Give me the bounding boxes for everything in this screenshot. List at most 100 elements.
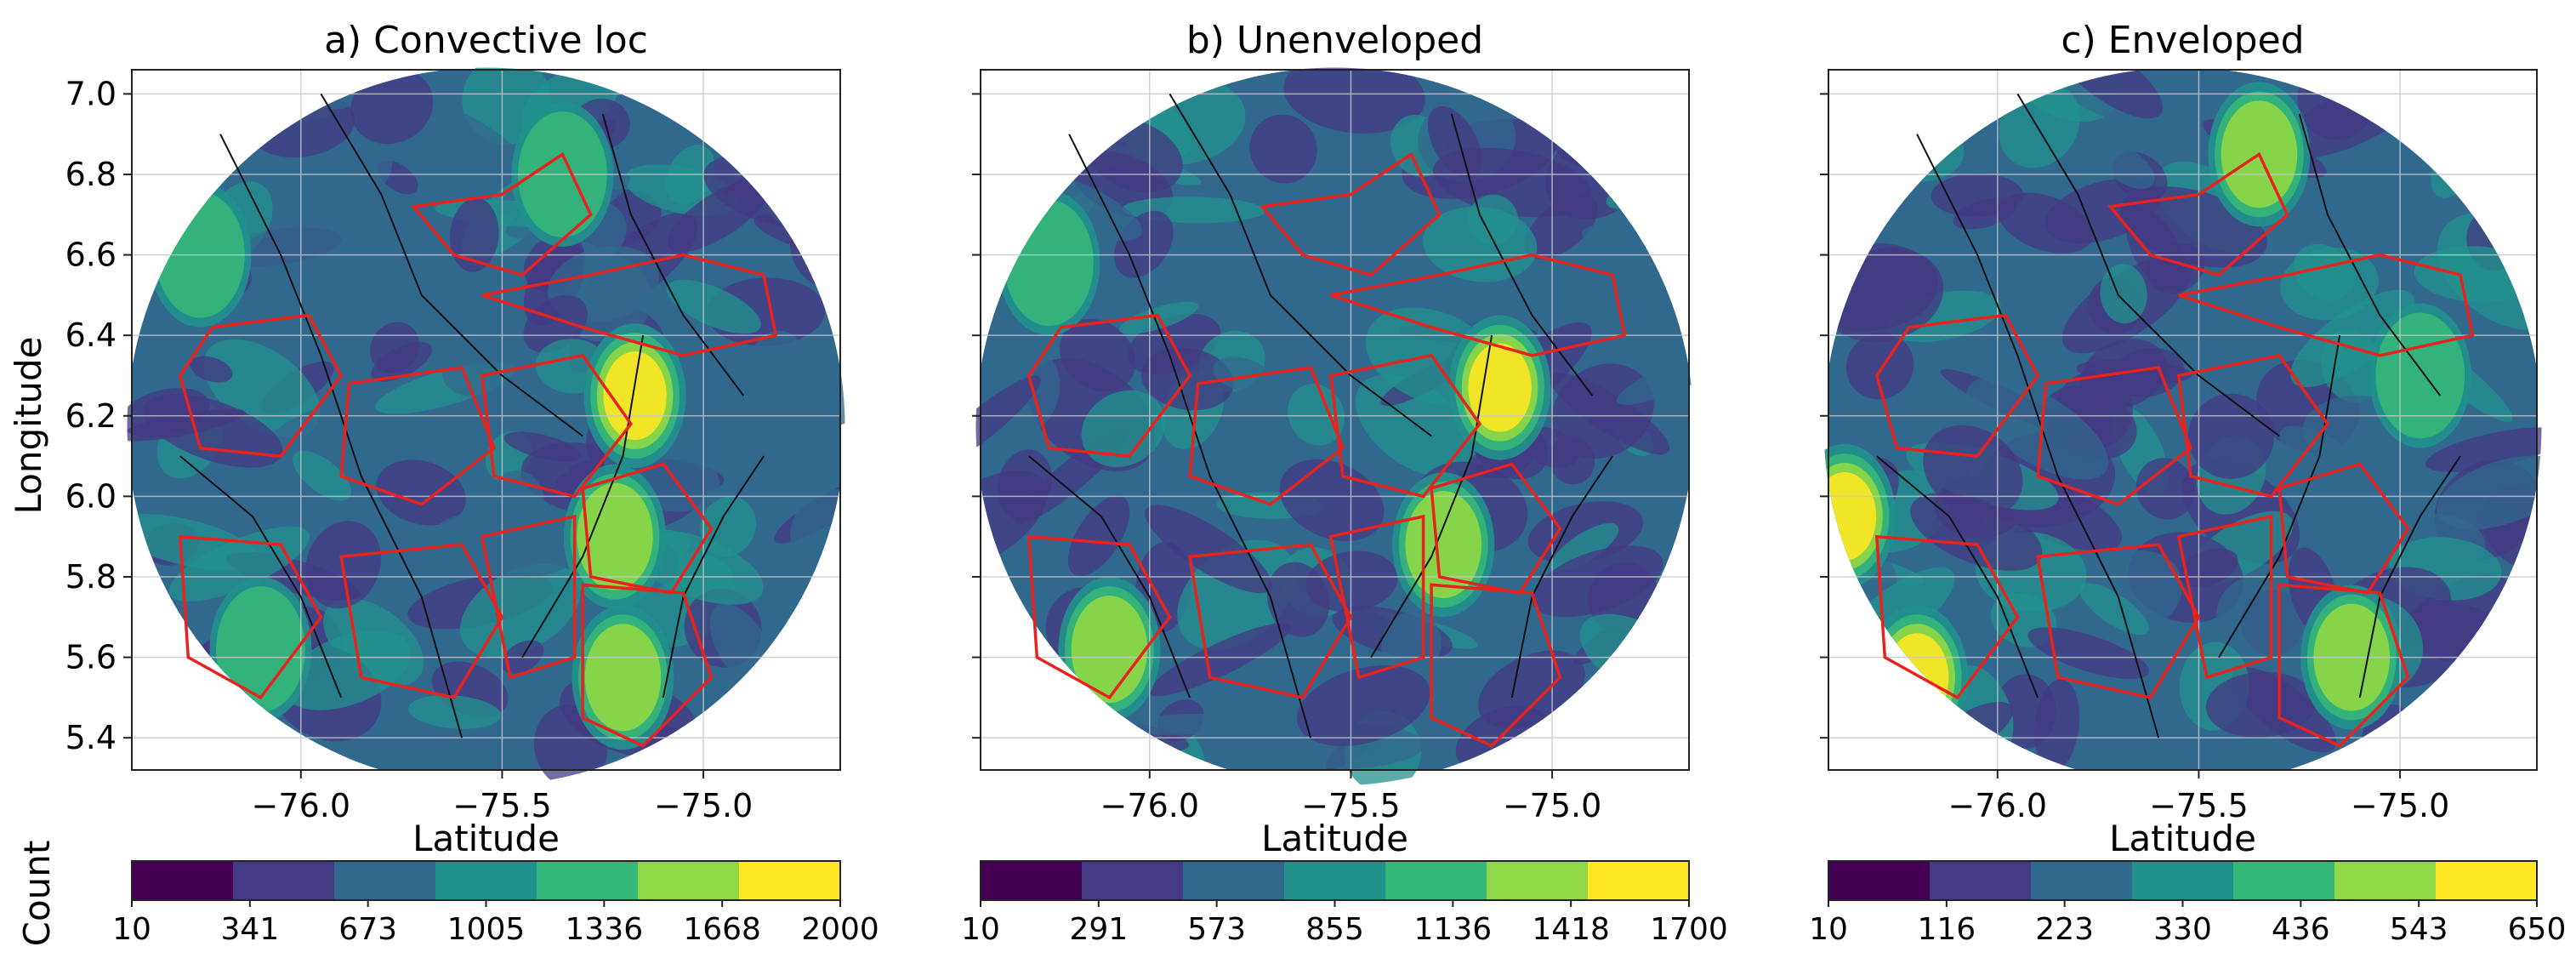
radar-heatmap <box>975 67 1694 786</box>
river-line <box>1450 113 1594 396</box>
x-tick-label: −75.0 <box>654 787 753 824</box>
heatmap-patch <box>1145 505 1272 594</box>
x-tick-label: −75.5 <box>2149 787 2248 824</box>
heatmap-patch <box>1249 114 1317 184</box>
boundary-polygon <box>480 514 577 680</box>
heatmap-patch <box>1997 192 2093 254</box>
hotspot-5 <box>584 624 662 732</box>
heatmap-patch <box>1622 461 1677 506</box>
colorbar-tick-label: 650 <box>2508 912 2567 947</box>
panel-title: c) Enveloped <box>2061 19 2304 62</box>
colorbar-segment <box>334 861 436 900</box>
colorbar-tick-label: 436 <box>2272 912 2330 947</box>
heatmap-patch <box>2079 583 2149 636</box>
panels: a) Convective loc −76.0 −75.5 −75.0 Latitude… <box>65 19 2567 947</box>
boundary-polygon <box>2277 583 2410 748</box>
map-panel: c) Enveloped −76.0 −75.5 −75.0 Latitude 10 116… <box>1809 19 2567 947</box>
heatmap-patch <box>2053 67 2164 119</box>
y-tick-label: 6.2 <box>65 397 117 435</box>
municipal-boundaries <box>178 151 778 748</box>
river-line <box>1068 134 1312 738</box>
colorbar-label: Count <box>16 841 58 947</box>
river-line <box>1916 134 2160 738</box>
heatmap-patch <box>1846 333 1914 400</box>
x-tick-label: −75.0 <box>2351 787 2449 824</box>
boundary-polygon <box>2107 151 2289 277</box>
heatmap-patch <box>1931 173 2023 218</box>
river-line <box>219 134 463 738</box>
river-line <box>179 455 343 699</box>
heatmap-patch <box>1266 562 1330 637</box>
y-tick-label: 6.4 <box>65 316 117 354</box>
boundary-polygon <box>178 534 323 700</box>
heatmap-patch <box>1423 206 1538 282</box>
river-line <box>662 455 765 699</box>
colorbar-tick-label: 10 <box>1809 912 1848 947</box>
x-tick-label: −76.0 <box>1948 787 2047 824</box>
boundary-polygon <box>1026 534 1172 700</box>
boundary-polygon <box>1188 366 1345 506</box>
colorbar-segment <box>2436 861 2538 900</box>
colorbar-tick-label: 1136 <box>1414 912 1493 947</box>
hotspot-5 <box>1071 596 1148 704</box>
colorbar-segment <box>2334 861 2437 900</box>
river-line <box>2016 93 2280 437</box>
heatmap-patch <box>376 459 466 526</box>
heatmap-patch <box>503 431 582 462</box>
heatmap-patch <box>459 563 581 658</box>
heatmap-patch <box>1213 356 1272 392</box>
x-tick-label: −75.0 <box>1503 787 1601 824</box>
colorbar-tick-label: 1700 <box>1650 912 1728 947</box>
boundary-polygon <box>480 353 634 499</box>
heatmap-patch <box>1060 318 1136 392</box>
boundary-polygon <box>1874 313 2040 458</box>
boundary-polygon <box>1430 583 1562 748</box>
river-line <box>1370 335 1493 659</box>
river-line <box>320 93 583 437</box>
river-line <box>1876 455 2039 699</box>
y-tick-label: 6.0 <box>65 477 117 515</box>
colorbar-segment <box>2233 861 2335 900</box>
hotspot-6 <box>1468 343 1532 432</box>
y-axis-ticks: 7.0 6.8 6.6 6.4 6.2 6.0 5.8 5.6 5.4 <box>65 75 132 756</box>
colorbar-tick-label: 341 <box>220 912 279 947</box>
colorbar: 10 116 223 330 436 543 650 <box>1809 860 2567 947</box>
panel-title: a) Convective loc <box>324 19 648 62</box>
colorbar-segment <box>739 861 841 900</box>
boundary-polygon <box>481 253 778 357</box>
boundary-polygon <box>1330 253 1627 357</box>
colorbar-tick-label: 1005 <box>447 912 526 947</box>
boundary-polygon <box>2178 253 2475 357</box>
heatmap-patch <box>2027 627 2149 680</box>
boundary-polygon <box>1874 534 2020 700</box>
y-axis-ticks <box>1820 93 1828 739</box>
boundary-polygon <box>2036 543 2201 699</box>
x-tick-label: −75.5 <box>1301 787 1400 824</box>
hotspot-4 <box>2375 312 2465 439</box>
colorbar-segment <box>1588 861 1690 900</box>
boundary-polygon <box>2036 366 2193 506</box>
axes-frame <box>1828 69 2538 771</box>
x-axis-ticks: −76.0 −75.5 −75.0 <box>1948 770 2449 824</box>
heatmap-patch <box>1081 390 1166 468</box>
colorbar-segment <box>1284 861 1386 900</box>
rivers <box>1876 93 2461 738</box>
boundary-polygon <box>410 151 593 277</box>
heatmap-patch <box>751 330 802 382</box>
heatmap-patch <box>2098 144 2155 190</box>
x-axis-ticks: −76.0 −75.5 −75.0 <box>1100 770 1601 824</box>
map-panel: a) Convective loc −76.0 −75.5 −75.0 Latitude… <box>65 19 879 947</box>
colorbar-segment <box>981 861 1083 900</box>
boundary-polygon <box>1328 353 1482 499</box>
colorbar-tick-label: 291 <box>1069 912 1128 947</box>
y-tick-label: 5.6 <box>65 639 117 676</box>
boundary-polygon <box>339 543 504 699</box>
colorbar-tick-label: 2000 <box>801 912 879 947</box>
hotspot-5 <box>577 482 653 590</box>
map-panel: b) Unenveloped −76.0 −75.5 −75.0 Latitude 10 2… <box>961 19 1728 947</box>
heatmap-patch <box>1288 384 1345 446</box>
x-tick-label: −76.0 <box>1100 787 1199 824</box>
heatmap-patch <box>190 356 233 383</box>
boundary-polygon <box>178 313 344 458</box>
